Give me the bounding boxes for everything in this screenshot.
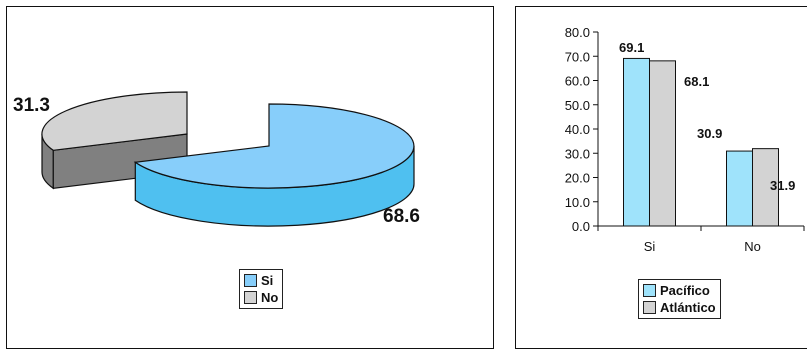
pie-slice-no-top (41, 91, 188, 151)
x-tick-label-si: Si (644, 239, 656, 254)
bar-no-series-0 (726, 150, 753, 227)
y-tick-label: 20.0 (565, 171, 590, 186)
y-tick-label: 70.0 (565, 49, 590, 64)
y-tick-label: 30.0 (565, 146, 590, 161)
legend-swatch-si (244, 274, 257, 287)
legend-label-no: No (261, 290, 279, 305)
pie-data-label-no: 31.3 (13, 95, 50, 116)
pie-slice-si-top (133, 103, 415, 189)
bar-legend: Pacífico Atlántico (638, 279, 721, 319)
data-label-si-atlantico: 68.1 (684, 74, 709, 89)
data-label-no-pacifico: 30.9 (697, 126, 722, 141)
y-tick-label: 80.0 (565, 25, 590, 40)
legend-item-pacifico: Pacífico (643, 282, 716, 299)
legend-item-no: No (244, 289, 278, 306)
legend-label-pacifico: Pacífico (660, 283, 710, 298)
y-tick-label: 0.0 (572, 219, 590, 234)
legend-label-si: Si (261, 273, 274, 288)
bar-no-series-1 (752, 148, 779, 227)
y-tick-label: 50.0 (565, 98, 590, 113)
legend-label-atlantico: Atlántico (660, 300, 716, 315)
data-label-si-pacifico: 69.1 (619, 40, 644, 55)
pie-chart-panel: 68.6 31.3 Si No (6, 6, 494, 349)
legend-item-si: Si (244, 272, 278, 289)
pie-chart: 68.6 31.3 (13, 91, 420, 227)
pie-data-label-si: 68.6 (383, 206, 420, 227)
legend-swatch-no (244, 291, 257, 304)
y-tick-label: 10.0 (565, 195, 590, 210)
y-tick-label: 40.0 (565, 122, 590, 137)
data-label-no-atlantico: 31.9 (770, 178, 795, 193)
x-tick-label-no: No (744, 239, 761, 254)
bar-si-series-1 (649, 60, 676, 227)
legend-swatch-pacifico (643, 284, 656, 297)
bar-si-series-0 (623, 57, 650, 227)
bar-chart-panel: 0.0 10.0 20.0 30.0 40.0 50.0 60.0 70.0 80.0 Si No 6… (515, 6, 807, 349)
legend-swatch-atlantico (643, 301, 656, 314)
bar-chart: 0.0 10.0 20.0 30.0 40.0 50.0 60.0 70.0 80.0 Si No 6… (565, 25, 805, 254)
legend-item-atlantico: Atlántico (643, 299, 716, 316)
pie-legend: Si No (239, 269, 284, 309)
y-tick-label: 60.0 (565, 74, 590, 89)
